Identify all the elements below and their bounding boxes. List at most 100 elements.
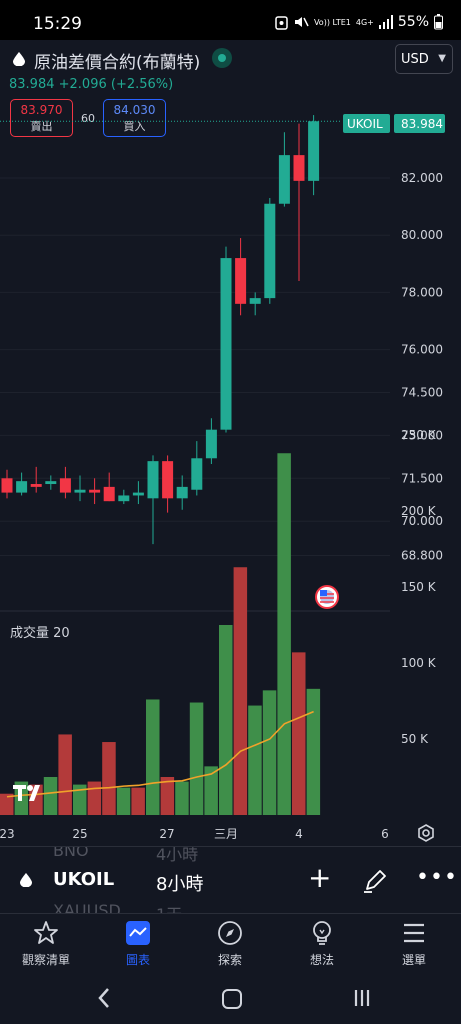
ghost-symbol-above: BNO bbox=[53, 847, 89, 860]
settings-hexagon-icon[interactable] bbox=[416, 823, 436, 843]
volume-bar bbox=[248, 705, 262, 815]
candle-body bbox=[308, 121, 320, 181]
price-tick-label: 80.000 bbox=[401, 228, 443, 242]
candle-body bbox=[30, 484, 42, 487]
volume-bar bbox=[116, 787, 131, 815]
network-indicator: 4G+ bbox=[355, 17, 374, 27]
drawing-tools-icon[interactable] bbox=[362, 868, 388, 894]
volume-tick-label: 200 K bbox=[401, 504, 437, 518]
candle-body bbox=[1, 478, 13, 493]
symbol-title[interactable]: 原油差價合約(布蘭特) bbox=[34, 53, 201, 73]
candle-body bbox=[235, 258, 247, 304]
volume-bar bbox=[233, 567, 248, 815]
nav-ideas[interactable]: 想法 bbox=[277, 914, 367, 974]
candle-body bbox=[249, 298, 261, 304]
volume-bars bbox=[0, 453, 321, 815]
volume-tick-label: 100 K bbox=[401, 656, 437, 670]
candle-body bbox=[205, 429, 217, 459]
nav-explore[interactable]: 探索 bbox=[185, 914, 275, 974]
volte-indicator: Vo)) LTE1 bbox=[313, 17, 351, 27]
candle-body bbox=[278, 155, 290, 204]
price-change: +2.096 (+2.56%) bbox=[58, 77, 174, 92]
candle-body bbox=[191, 458, 203, 490]
currency-select[interactable]: USD ▼ bbox=[395, 44, 453, 74]
ghost-symbol-below: XAUUSD bbox=[53, 901, 121, 913]
price-tick-label: 78.000 bbox=[401, 285, 443, 299]
us-flag-icon[interactable] bbox=[315, 585, 339, 609]
mute-icon bbox=[294, 17, 309, 27]
back-icon[interactable] bbox=[96, 987, 112, 1009]
recent-apps-icon[interactable] bbox=[353, 988, 371, 1008]
time-axis[interactable]: 23 25 27 三月 4 6 bbox=[0, 827, 389, 841]
volume-bar bbox=[262, 690, 277, 815]
volume-bar bbox=[204, 766, 218, 815]
signal-icon bbox=[378, 15, 393, 29]
candle-body bbox=[74, 489, 86, 493]
interval-picker[interactable]: 8小時 bbox=[156, 874, 204, 895]
candle-body bbox=[176, 486, 188, 499]
buy-button[interactable]: 84.030 買入 bbox=[103, 99, 166, 137]
candles bbox=[1, 115, 320, 545]
candle-body bbox=[264, 203, 276, 299]
volume-bar bbox=[0, 793, 14, 815]
price-tick-label: 71.500 bbox=[401, 471, 443, 485]
volume-bar bbox=[175, 781, 189, 815]
chart-icon bbox=[126, 921, 150, 945]
volume-bar bbox=[292, 652, 306, 815]
nav-chart[interactable]: 圖表 bbox=[93, 914, 183, 974]
last-price-tag-bg bbox=[394, 114, 445, 133]
lightbulb-icon bbox=[313, 921, 331, 945]
status-icons: Vo)) LTE1 4G+ 55% bbox=[275, 14, 443, 30]
candle-body bbox=[45, 481, 57, 485]
volume-tick-label: 150 K bbox=[401, 580, 437, 594]
currency-value: USD bbox=[401, 52, 429, 67]
volume-bar bbox=[131, 787, 145, 815]
price-chart[interactable]: 82.000 80.000 78.000 76.000 74.500 73.000 71.5… bbox=[0, 104, 461, 846]
volume-ma-line bbox=[6, 710, 314, 798]
candle-body bbox=[162, 461, 174, 499]
price-tick-label: 70.000 bbox=[401, 514, 443, 528]
volume-bar bbox=[87, 781, 102, 815]
nav-menu[interactable]: 選單 bbox=[369, 914, 459, 974]
candle-body bbox=[89, 489, 101, 493]
nav-label-ideas: 想法 bbox=[309, 953, 334, 967]
candle-body bbox=[59, 478, 71, 493]
volume-label: 成交量 20 bbox=[10, 625, 70, 641]
oil-drop-icon bbox=[13, 52, 25, 66]
battery-percent: 55% bbox=[397, 14, 429, 30]
chevron-down-icon: ▼ bbox=[438, 53, 446, 64]
candle-body bbox=[103, 486, 115, 502]
volume-bar bbox=[189, 702, 204, 815]
time-tick-label: 25 bbox=[72, 827, 87, 841]
symbol-picker[interactable]: UKOIL bbox=[53, 869, 115, 890]
symbol-tag: UKOIL bbox=[347, 117, 383, 131]
volume-bar bbox=[160, 777, 175, 815]
ghost-interval-above: 4小時 bbox=[156, 847, 199, 864]
candle-body bbox=[293, 155, 305, 181]
time-tick-label: 4 bbox=[295, 827, 303, 841]
price-axis[interactable]: 82.000 80.000 78.000 76.000 74.500 73.000 71.5… bbox=[401, 171, 443, 563]
time-tick-label: 三月 bbox=[214, 827, 238, 841]
notification-icon bbox=[275, 15, 288, 30]
star-icon bbox=[34, 921, 58, 944]
system-navigation-bar bbox=[0, 973, 461, 1024]
more-options-button[interactable]: ••• bbox=[416, 865, 458, 890]
nav-label-chart: 圖表 bbox=[125, 953, 150, 967]
home-icon[interactable] bbox=[222, 989, 242, 1009]
add-button[interactable]: + bbox=[308, 861, 332, 894]
sell-button[interactable]: 83.970 賣出 bbox=[10, 99, 73, 137]
volume-axis: 250 K 200 K 150 K 100 K 50 K bbox=[401, 428, 437, 746]
tradingview-logo bbox=[13, 785, 40, 801]
volume-tick-label: 50 K bbox=[401, 732, 429, 746]
time-tick-label: 27 bbox=[159, 827, 174, 841]
bottom-navigation: 觀察清單 圖表 探索 想法 選單 bbox=[0, 913, 461, 973]
nav-label-watchlist: 觀察清單 bbox=[21, 953, 70, 967]
nav-watchlist[interactable]: 觀察清單 bbox=[1, 914, 91, 974]
volume-bar bbox=[277, 453, 291, 815]
price-tick-label: 74.500 bbox=[401, 386, 443, 400]
volume-bar bbox=[219, 625, 233, 815]
candle-body bbox=[220, 258, 232, 430]
sell-label: 賣出 bbox=[30, 120, 53, 133]
menu-icon bbox=[404, 923, 424, 943]
ghost-interval-below: 1天 bbox=[156, 901, 182, 913]
